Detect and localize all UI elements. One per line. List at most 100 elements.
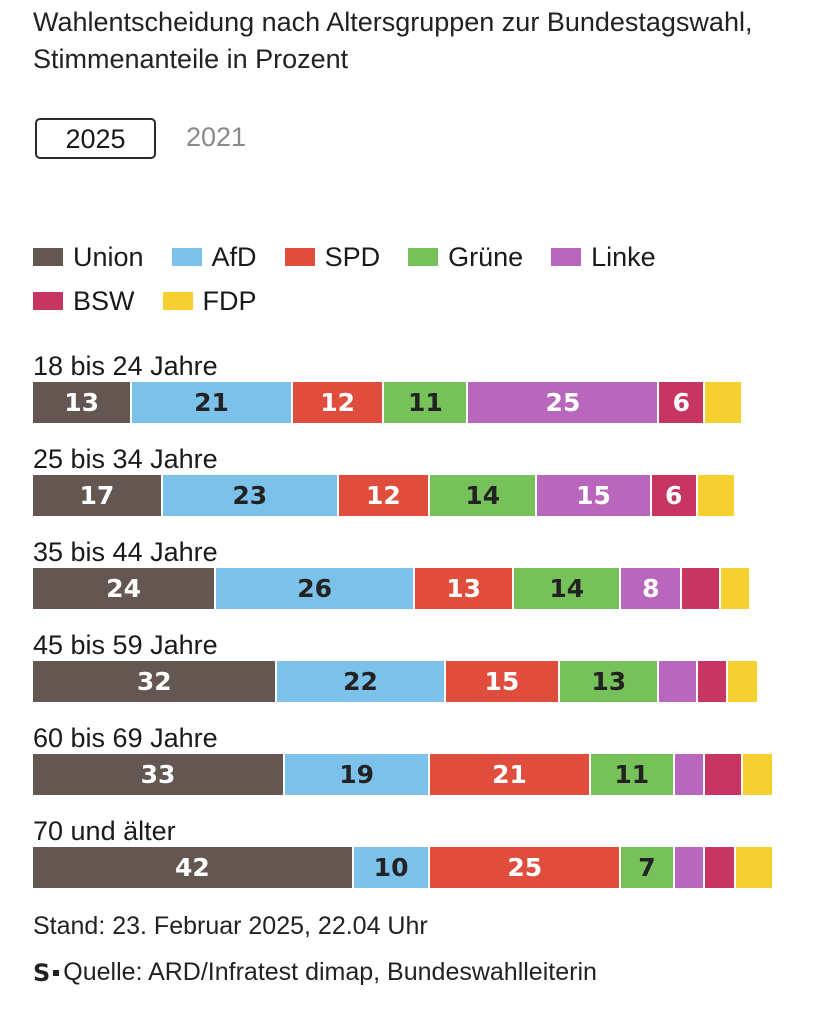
- legend-label: BSW: [73, 285, 135, 316]
- age-group-18-bis-24-jahre: 18 bis 24 Jahre 13 21 12 11 25 6: [33, 345, 797, 438]
- data-label: 15: [576, 481, 611, 510]
- bar-segment-linke[interactable]: [659, 661, 698, 702]
- data-label: 26: [297, 574, 333, 603]
- data-label: 12: [320, 388, 355, 417]
- bar-segment-union[interactable]: 13: [33, 382, 133, 423]
- bar-segment-fdp[interactable]: [728, 661, 759, 702]
- category-label: 45 bis 59 Jahre: [33, 630, 218, 660]
- legend-swatch-spd: [284, 248, 315, 266]
- data-label: 17: [79, 481, 115, 510]
- timestamp: Stand: 23. Februar 2025, 22.04 Uhr: [33, 912, 428, 940]
- bar-segment-bsw[interactable]: 6: [659, 382, 706, 423]
- bar-segment-gruene[interactable]: 13: [560, 661, 660, 702]
- data-label: 33: [140, 760, 176, 789]
- bar-segment-fdp[interactable]: [735, 847, 775, 888]
- bar-segment-union[interactable]: 17: [33, 475, 163, 516]
- category-label: 60 bis 69 Jahre: [33, 723, 218, 753]
- legend-swatch-linke: [551, 248, 582, 266]
- legend-swatch-union: [33, 248, 63, 266]
- bar-segment-spd[interactable]: 13: [414, 568, 515, 609]
- tab-2021[interactable]: 2021: [186, 122, 247, 152]
- data-label: 25: [507, 853, 543, 882]
- legend-label: Linke: [591, 241, 656, 272]
- bar-segment-bsw[interactable]: [705, 847, 736, 888]
- data-label: 22: [343, 667, 378, 696]
- bar-segment-afd[interactable]: 19: [285, 754, 431, 795]
- legend-swatch-bsw: [33, 292, 63, 310]
- bar-segment-union[interactable]: 24: [33, 568, 217, 609]
- bar-segment-gruene[interactable]: 14: [430, 475, 538, 516]
- legend-swatch-gruene: [408, 248, 439, 266]
- data-label: 32: [136, 667, 172, 696]
- chart-title: Wahlentscheidung nach Altersgruppen zur …: [33, 7, 753, 74]
- tab-2025[interactable]: 2025: [35, 118, 156, 159]
- age-group-25-bis-34-jahre: 25 bis 34 Jahre 17 23 12 14 15 6: [33, 438, 797, 531]
- stacked-bar: 33 19 21 11: [33, 754, 775, 795]
- data-label: 21: [194, 388, 229, 417]
- bar-segment-afd[interactable]: 10: [353, 847, 431, 888]
- bar-segment-fdp[interactable]: [720, 568, 752, 609]
- legend-item-spd: SPD: [284, 238, 380, 276]
- publisher-logo: S: [33, 958, 51, 987]
- bar-segment-linke[interactable]: 15: [537, 475, 652, 516]
- stacked-bar: 13 21 12 11 25 6: [33, 382, 744, 423]
- bar-segment-linke[interactable]: 8: [621, 568, 683, 609]
- bar-segment-union[interactable]: 32: [33, 661, 278, 702]
- legend-label: Union: [73, 241, 144, 272]
- bar-segment-bsw[interactable]: [682, 568, 721, 609]
- bar-segment-gruene[interactable]: 11: [590, 754, 675, 795]
- data-label: 11: [614, 760, 650, 789]
- bar-segment-bsw[interactable]: 6: [651, 475, 698, 516]
- data-label: 8: [642, 574, 660, 603]
- bar-segment-spd[interactable]: 15: [445, 661, 561, 702]
- legend-item-linke: Linke: [551, 238, 656, 276]
- age-group-60-bis-69-jahre: 60 bis 69 Jahre 33 19 21 11: [33, 717, 797, 810]
- bar-segment-fdp[interactable]: [697, 475, 736, 516]
- bar-segment-gruene[interactable]: 11: [384, 382, 469, 423]
- bar-segment-linke[interactable]: [674, 754, 706, 795]
- data-label: 14: [465, 481, 501, 510]
- bar-segment-linke[interactable]: 25: [468, 382, 660, 423]
- bar-segment-gruene[interactable]: 14: [514, 568, 622, 609]
- bar-segment-spd[interactable]: 25: [430, 847, 622, 888]
- legend-item-afd: AfD: [171, 238, 257, 276]
- bar-segment-gruene[interactable]: 7: [621, 847, 675, 888]
- data-label: 25: [545, 388, 581, 417]
- category-label: 25 bis 34 Jahre: [33, 444, 218, 474]
- data-label: 11: [408, 388, 443, 417]
- bar-segment-afd[interactable]: 22: [277, 661, 446, 702]
- bar-segment-bsw[interactable]: [705, 754, 744, 795]
- bar-segment-fdp[interactable]: [743, 754, 775, 795]
- legend-label: AfD: [211, 241, 257, 272]
- legend-item-bsw: BSW: [33, 282, 135, 320]
- bar-segment-union[interactable]: 33: [33, 754, 286, 795]
- data-label: 21: [492, 760, 527, 789]
- bar-segment-union[interactable]: 42: [33, 847, 354, 888]
- separator-dot: [53, 969, 60, 976]
- legend-item-union: Union: [33, 238, 144, 276]
- source-text: Quelle: ARD/Infratest dimap, Bundeswahll…: [63, 958, 597, 986]
- legend-item-fdp: FDP: [162, 282, 257, 320]
- data-label: 6: [672, 388, 691, 417]
- bar-segment-linke[interactable]: [674, 847, 706, 888]
- legend-label: FDP: [202, 285, 257, 316]
- data-label: 10: [373, 853, 409, 882]
- bar-segment-afd[interactable]: 23: [162, 475, 339, 516]
- data-label: 14: [549, 574, 585, 603]
- year-tabs: 2025 2021: [35, 118, 266, 159]
- stacked-bar: 42 10 25 7: [33, 847, 775, 888]
- bar-segment-spd[interactable]: 21: [430, 754, 591, 795]
- source-line: S Quelle: ARD/Infratest dimap, Bundeswah…: [33, 958, 597, 987]
- bar-segment-spd[interactable]: 12: [338, 475, 431, 516]
- bar-segment-spd[interactable]: 12: [292, 382, 385, 423]
- category-label: 35 bis 44 Jahre: [33, 537, 218, 567]
- bar-segment-afd[interactable]: 26: [216, 568, 415, 609]
- data-label: 42: [175, 853, 210, 882]
- legend: Union AfD SPD Grüne Linke BSW FDP: [33, 238, 793, 320]
- legend-label: Grüne: [448, 241, 524, 272]
- bar-segment-fdp[interactable]: [705, 382, 744, 423]
- data-label: 7: [638, 853, 656, 882]
- bar-segment-afd[interactable]: 21: [132, 382, 293, 423]
- bar-segment-bsw[interactable]: [697, 661, 729, 702]
- data-label: 24: [106, 574, 142, 603]
